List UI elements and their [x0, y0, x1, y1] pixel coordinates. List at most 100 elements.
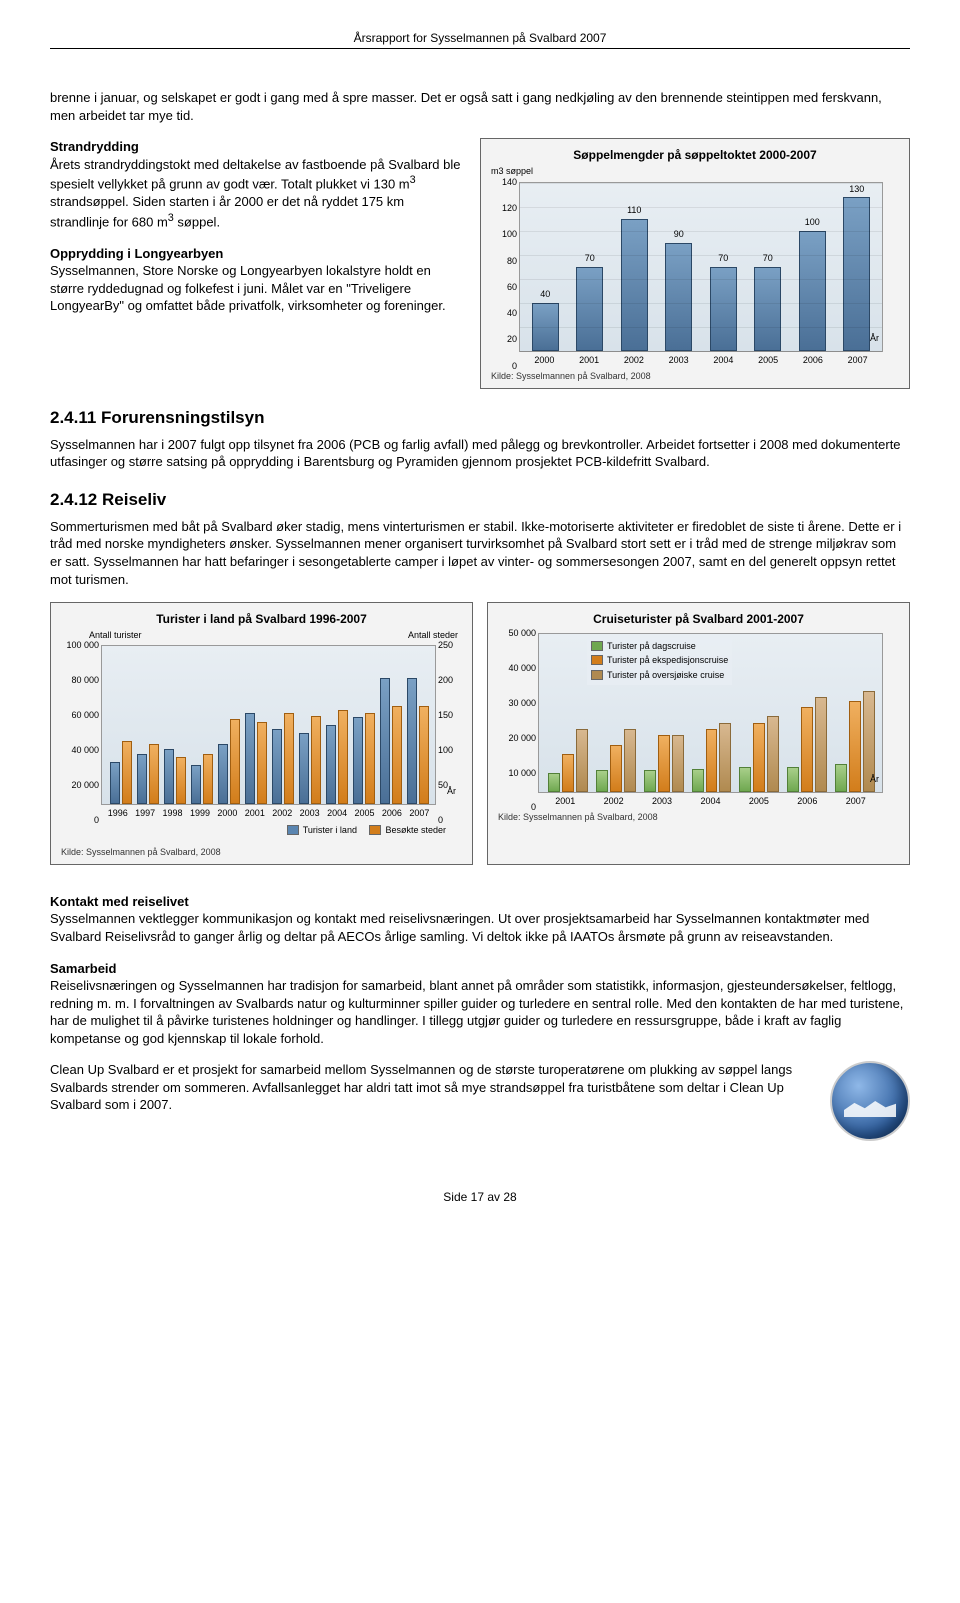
- chart2-bargroup: [379, 646, 404, 804]
- chart2-xtick: 2006: [381, 807, 402, 819]
- chart1-bar: 40: [526, 183, 565, 351]
- strandrydding-body-part1: Årets strandryddingstokt med deltakelse …: [50, 157, 460, 192]
- chart1-container: Søppelmengder på søppeltoktet 2000-2007 …: [480, 138, 910, 389]
- chart1-xlabel: År: [870, 332, 879, 344]
- chart1-bar-value: 90: [674, 228, 684, 240]
- chart2-xtick: 1996: [107, 807, 128, 819]
- chart1-xtick: 2002: [615, 354, 654, 366]
- charts-row: Turister i land på Svalbard 1996-2007 An…: [50, 602, 910, 865]
- chart1-xtick: 2006: [794, 354, 833, 366]
- chart3-legend-a: Turister på dagscruise: [607, 640, 696, 652]
- cleanup-svalbard-logo-icon: [830, 1061, 910, 1141]
- chart3-bargroup: [832, 634, 878, 792]
- page-footer: Side 17 av 28: [50, 1189, 910, 1205]
- kontakt-paragraph: Kontakt med reiselivet Sysselmannen vekt…: [50, 893, 910, 946]
- chart3-xtick: 2001: [544, 795, 586, 807]
- sec-2412-body: Sommerturismen med båt på Svalbard øker …: [50, 518, 910, 588]
- chart1-xtick: 2004: [704, 354, 743, 366]
- chart1-source: Kilde: Sysselmannen på Svalbard, 2008: [491, 370, 899, 382]
- samarbeid-body: Reiselivsnæringen og Sysselmannen har tr…: [50, 978, 903, 1046]
- chart3-legend: Turister på dagscruise Turister på ekspe…: [587, 638, 732, 684]
- chart2-xlabel: År: [447, 785, 456, 797]
- chart1-box: Søppelmengder på søppeltoktet 2000-2007 …: [480, 138, 910, 389]
- chart3-source: Kilde: Sysselmannen på Svalbard, 2008: [498, 811, 899, 823]
- chart1-bar: 70: [749, 183, 788, 351]
- chart1-yticks: 020406080100120140: [491, 182, 517, 366]
- cleanup-section: Clean Up Svalbard er et prosjekt for sam…: [50, 1061, 910, 1149]
- left-text-column: Strandrydding Årets strandryddingstokt m…: [50, 138, 462, 389]
- chart2-legend: Turister i land Besøkte steder: [61, 820, 462, 842]
- chart2-bargroup: [189, 646, 214, 804]
- chart2-plot: [101, 645, 436, 805]
- chart1-bar-value: 100: [805, 216, 820, 228]
- chart1-xaxis: 20002001200220032004200520062007: [519, 352, 883, 366]
- samarbeid-paragraph: Samarbeid Reiselivsnæringen og Sysselman…: [50, 960, 910, 1048]
- chart2-xtick: 1997: [134, 807, 155, 819]
- chart2-xaxis: 1996199719981999200020012002200320042005…: [101, 805, 436, 819]
- chart1-title: Søppelmengder på søppeltoktet 2000-2007: [491, 147, 899, 163]
- chart1-bar: 70: [704, 183, 743, 351]
- intro-paragraph: brenne i januar, og selskapet er godt i …: [50, 89, 910, 124]
- opprydding-paragraph: Opprydding i Longyearbyen Sysselmannen, …: [50, 245, 462, 315]
- chart1-bar-value: 130: [849, 183, 864, 195]
- chart3-bargroup: [736, 634, 782, 792]
- chart2-bargroup: [406, 646, 431, 804]
- chart1-plot: 4070110907070100130: [519, 182, 883, 352]
- chart1-xtick: 2001: [570, 354, 609, 366]
- chart2-bargroup: [162, 646, 187, 804]
- sup-m3-1: 3: [410, 174, 416, 186]
- chart1-bar: 90: [660, 183, 699, 351]
- chart3-xtick: 2005: [738, 795, 780, 807]
- kontakt-heading: Kontakt med reiselivet: [50, 894, 189, 909]
- samarbeid-heading: Samarbeid: [50, 961, 116, 976]
- chart1-xtick: 2007: [838, 354, 877, 366]
- cleanup-body: Clean Up Svalbard er et prosjekt for sam…: [50, 1061, 910, 1114]
- chart1-bar: 100: [793, 183, 832, 351]
- cleanup-logo-wrap: [830, 1061, 910, 1141]
- chart2-bargroup: [298, 646, 323, 804]
- strandrydding-body-cont2: søppel.: [174, 214, 220, 229]
- chart2-bargroup: [243, 646, 268, 804]
- chart3-xtick: 2002: [592, 795, 634, 807]
- chart2-bargroup: [325, 646, 350, 804]
- chart3-bargroup: [784, 634, 830, 792]
- chart2-title: Turister i land på Svalbard 1996-2007: [61, 611, 462, 627]
- chart2-y1ticks: 020 00040 00060 00080 000100 000: [59, 645, 99, 819]
- chart3-xtick: 2007: [835, 795, 877, 807]
- strandrydding-heading: Strandrydding: [50, 139, 139, 154]
- strandrydding-paragraph: Strandrydding Årets strandryddingstokt m…: [50, 138, 462, 230]
- chart2-bargroup: [270, 646, 295, 804]
- opprydding-heading: Opprydding i Longyearbyen: [50, 246, 223, 261]
- chart2-xtick: 2007: [409, 807, 430, 819]
- chart2-xtick: 1998: [162, 807, 183, 819]
- chart2-xtick: 2005: [354, 807, 375, 819]
- strandrydding-body-cont1: strandsøppel. Siden starten i år 2000 er…: [50, 194, 404, 229]
- chart2-box: Turister i land på Svalbard 1996-2007 An…: [50, 602, 473, 865]
- kontakt-body: Sysselmannen vektlegger kommunikasjon og…: [50, 911, 869, 944]
- chart2-xtick: 2003: [299, 807, 320, 819]
- chart2-bargroup: [352, 646, 377, 804]
- chart1-bar-value: 70: [718, 252, 728, 264]
- chart3-xtick: 2006: [786, 795, 828, 807]
- chart3-plot: Turister på dagscruise Turister på ekspe…: [538, 633, 883, 793]
- chart3-xtick: 2004: [689, 795, 731, 807]
- chart1-bar-value: 40: [540, 288, 550, 300]
- chart2-legend-b: Besøkte steder: [385, 824, 446, 836]
- chart2-bargroup: [216, 646, 241, 804]
- chart1-xtick: 2005: [749, 354, 788, 366]
- chart3-legend-b: Turister på ekspedisjonscruise: [607, 654, 728, 666]
- chart1-xtick: 2003: [659, 354, 698, 366]
- sec-2411-heading: 2.4.11 Forurensningstilsyn: [50, 407, 910, 430]
- chart2-source: Kilde: Sysselmannen på Svalbard, 2008: [61, 846, 462, 858]
- chart3-bargroup: [545, 634, 591, 792]
- two-column-section: Strandrydding Årets strandryddingstokt m…: [50, 138, 910, 389]
- chart3-legend-c: Turister på oversjøiske cruise: [607, 669, 724, 681]
- chart2-bargroup: [108, 646, 133, 804]
- chart2-xtick: 2000: [217, 807, 238, 819]
- chart3-yticks: 010 00020 00030 00040 00050 000: [496, 633, 536, 807]
- opprydding-body: Sysselmannen, Store Norske og Longyearby…: [50, 263, 446, 313]
- chart3-xlabel: År: [870, 773, 879, 785]
- chart1-bar: 110: [615, 183, 654, 351]
- chart2-xtick: 2001: [244, 807, 265, 819]
- chart2-xtick: 2004: [326, 807, 347, 819]
